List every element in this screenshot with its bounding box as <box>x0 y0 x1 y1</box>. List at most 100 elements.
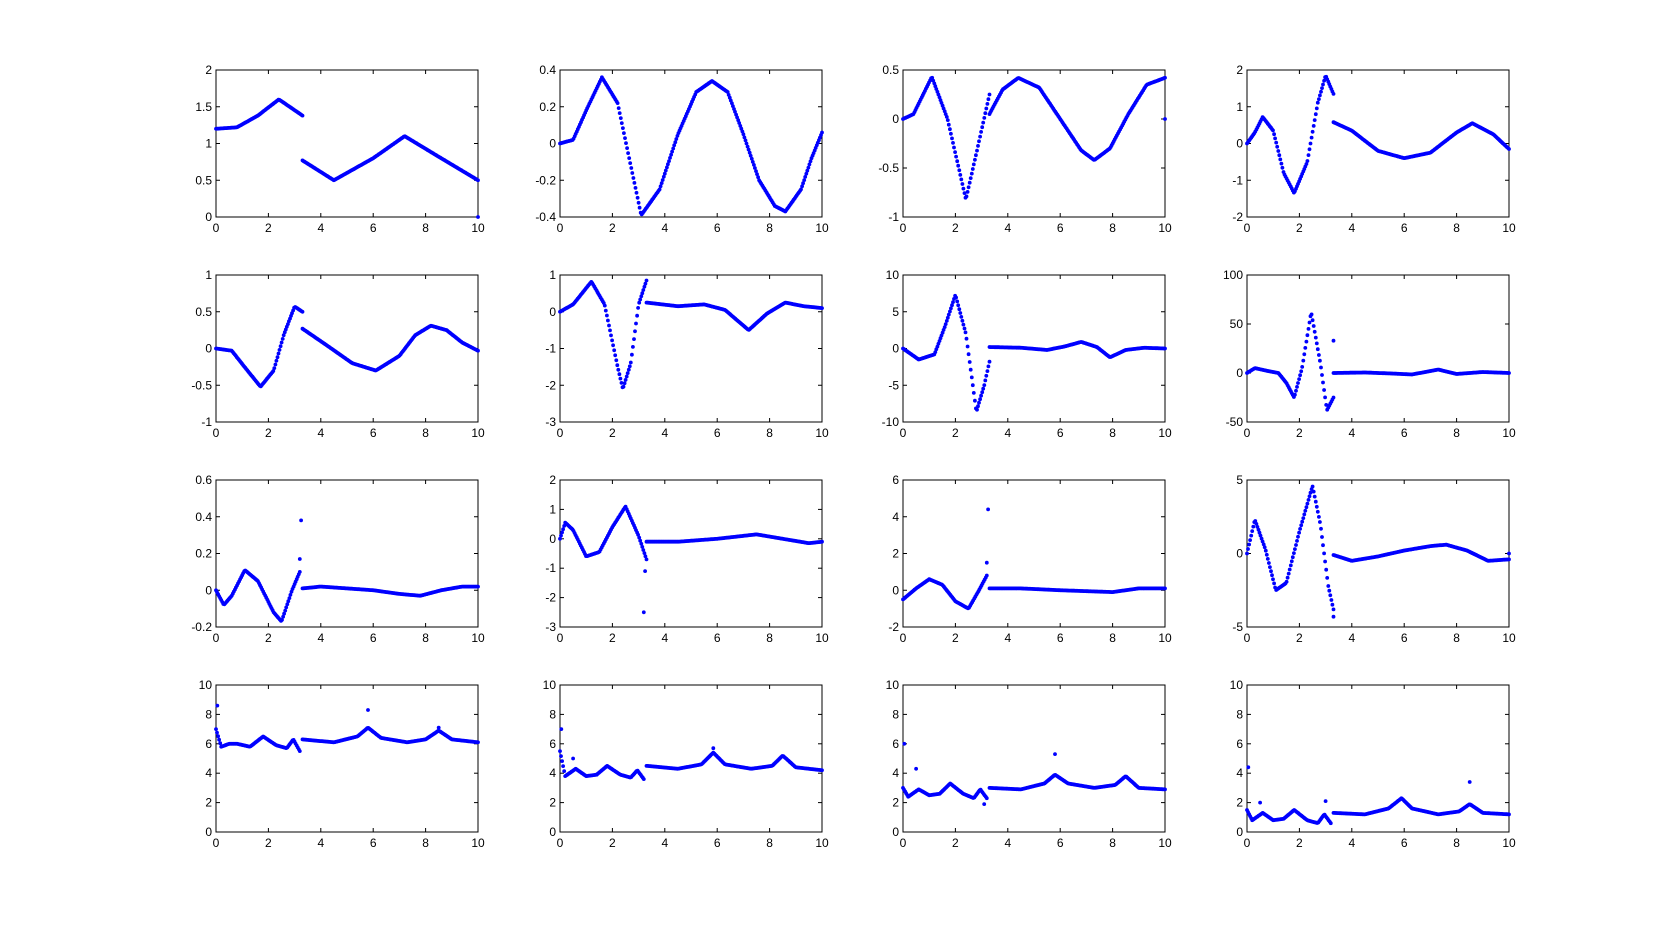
data-point <box>800 184 804 189</box>
data-point <box>755 172 759 177</box>
x-tick-label: 0 <box>557 426 564 440</box>
data-point <box>986 364 991 369</box>
y-tick-label: 0.2 <box>195 547 212 561</box>
x-tick-label: 0 <box>1244 221 1251 235</box>
x-tick-label: 4 <box>661 426 668 440</box>
subplot-3-4: 0 2 4 6 8 10-505 <box>1232 473 1516 645</box>
data-point <box>276 351 281 356</box>
data-point <box>642 551 647 555</box>
subplot-4-3: 0 2 4 6 8 10 0 2 4 6 8 10 <box>886 678 1172 850</box>
y-tick-label: 4 <box>1236 766 1243 780</box>
y-tick-label: -0.5 <box>191 378 212 392</box>
data-point <box>282 611 286 616</box>
data-point <box>804 171 809 176</box>
data-point <box>749 156 754 161</box>
data-point <box>1268 565 1272 569</box>
data-point <box>628 360 633 365</box>
x-tick-label: 10 <box>1502 836 1516 850</box>
data-point <box>985 369 990 373</box>
x-tick-label: 6 <box>370 426 377 440</box>
data-point <box>744 141 749 146</box>
data-point <box>1299 523 1304 528</box>
data-point <box>1280 165 1285 170</box>
data-point <box>820 130 824 135</box>
data-point <box>1320 535 1324 539</box>
x-tick-label: 8 <box>766 426 773 440</box>
data-point <box>626 367 631 372</box>
data-point <box>285 602 290 607</box>
y-tick-label: -50 <box>1226 415 1244 429</box>
data-point <box>621 126 625 130</box>
data-point <box>725 90 730 94</box>
data-point <box>983 111 988 116</box>
data-point <box>1307 147 1312 152</box>
data-point <box>1247 542 1251 547</box>
x-tick-label: 6 <box>370 631 377 645</box>
data-point <box>611 343 615 348</box>
data-point <box>274 358 279 363</box>
data-point <box>942 325 947 329</box>
data-point <box>623 378 628 382</box>
y-tick-label: 10 <box>1230 678 1244 692</box>
data-point <box>662 171 667 176</box>
y-tick-label: 0 <box>1236 137 1243 151</box>
data-point <box>1274 140 1279 145</box>
y-tick-label: 4 <box>549 766 556 780</box>
y-tick-label: 2 <box>549 473 556 487</box>
data-point <box>1328 821 1333 826</box>
data-point <box>979 393 983 398</box>
subplot-3-2: 0 2 4 6 8 10 -3 -2 -1 0 1 2 <box>545 473 829 645</box>
x-tick-label: 8 <box>1453 221 1460 235</box>
data-point <box>982 383 987 387</box>
data-point <box>637 300 642 305</box>
data-point <box>1276 149 1281 153</box>
data-point <box>617 372 622 377</box>
x-tick-label: 0 <box>1244 836 1251 850</box>
y-tick-label: 0.2 <box>539 100 556 114</box>
data-point <box>671 146 676 151</box>
x-tick-label: 4 <box>1348 631 1355 645</box>
data-point <box>633 186 638 190</box>
data-point <box>1293 392 1297 397</box>
data-point <box>1295 539 1299 543</box>
data-point <box>1272 132 1276 137</box>
data-point <box>278 344 283 349</box>
x-tick-label: 6 <box>370 836 377 850</box>
data-point <box>659 181 664 186</box>
y-tick-label: 1 <box>549 502 556 516</box>
y-tick-label: -1 <box>888 210 899 224</box>
data-point <box>658 184 663 189</box>
data-point <box>1297 377 1301 381</box>
data-point <box>965 344 970 349</box>
data-point <box>970 167 975 171</box>
y-tick-label: -1 <box>545 561 556 575</box>
x-tick-label: 10 <box>1502 426 1516 440</box>
data-point <box>746 147 751 152</box>
data-point <box>561 527 565 532</box>
x-tick-label: 0 <box>900 631 907 645</box>
data-point <box>1331 338 1336 343</box>
data-point <box>984 373 989 378</box>
data-point <box>1304 162 1309 166</box>
data-point <box>275 355 280 360</box>
data-point <box>960 318 965 323</box>
data-point <box>623 136 627 141</box>
data-point <box>957 307 962 312</box>
data-point <box>805 168 810 173</box>
data-point <box>803 175 808 179</box>
data-point <box>945 315 950 320</box>
data-series <box>214 97 480 219</box>
x-tick-label: 4 <box>661 836 668 850</box>
data-point <box>1264 552 1269 557</box>
data-point <box>1305 333 1310 338</box>
data-point <box>621 384 626 389</box>
data-point <box>1248 538 1252 542</box>
axes-frame <box>1246 274 1510 423</box>
data-point <box>637 205 642 210</box>
data-point <box>959 315 964 319</box>
subplot-2-1: 0 2 4 6 8 10 -1 -0.5 0 0.5 1 <box>191 268 485 440</box>
y-tick-label: 10 <box>886 268 900 282</box>
data-point <box>1293 547 1297 551</box>
y-tick-label: 2 <box>1236 63 1243 77</box>
